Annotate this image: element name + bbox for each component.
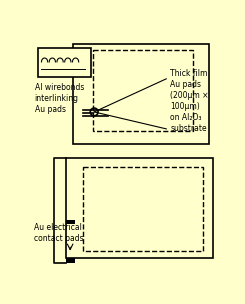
Bar [65,258,75,263]
Text: Thick film
Au pads
(200μm ×
100μm)
on Al₂O₃
substrate: Thick film Au pads (200μm × 100μm) on Al… [170,69,209,133]
Bar [65,220,75,224]
Bar [83,168,203,250]
Bar [38,48,91,77]
Text: Au electrical
contact pads: Au electrical contact pads [34,223,83,243]
Bar [93,50,193,131]
Bar [73,44,209,144]
Text: Al wirebonds
interlinking
Au pads: Al wirebonds interlinking Au pads [35,83,84,114]
Bar [65,158,213,258]
